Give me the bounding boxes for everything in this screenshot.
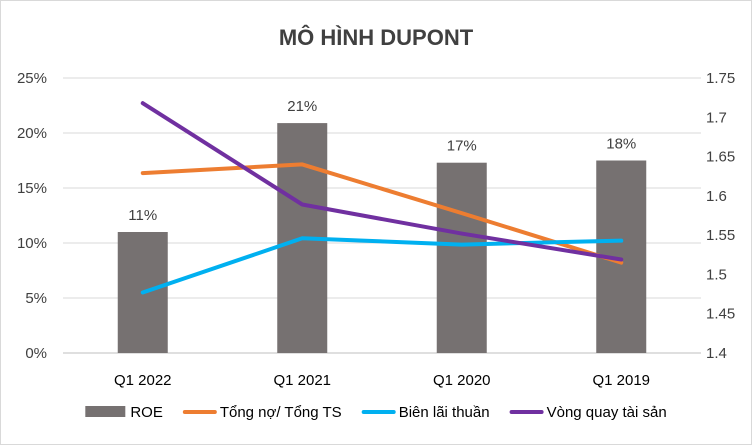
left-tick-label: 5%: [25, 290, 47, 307]
right-tick-label: 1.45: [706, 306, 735, 323]
category-label: Q1 2021: [273, 372, 331, 389]
legend-label-vong-quay-tai-san: Vòng quay tài sản: [547, 404, 667, 421]
right-axis-ticks: 1.4 1.45 1.5 1.55 1.6 1.65 1.7 1.75: [706, 70, 735, 362]
right-tick-label: 1.65: [706, 149, 735, 166]
roe-bar: [436, 162, 487, 353]
right-tick-label: 1.7: [706, 109, 727, 126]
roe-data-label: 21%: [287, 98, 317, 115]
category-label: Q1 2019: [592, 372, 650, 389]
line-series: [140, 101, 624, 295]
right-tick-label: 1.55: [706, 227, 735, 244]
roe-data-label: 11%: [128, 207, 157, 224]
chart-title: MÔ HÌNH DUPONT: [279, 25, 474, 50]
roe-bars: [117, 123, 647, 353]
legend: ROE Tổng nợ/ Tổng TS Biên lãi thuần Vòng qu…: [85, 404, 667, 421]
right-tick-label: 1.5: [706, 266, 727, 283]
category-labels: Q1 2022 Q1 2021 Q1 2020 Q1 2019: [114, 372, 650, 389]
right-tick-label: 1.4: [706, 345, 727, 362]
left-axis-ticks: 0% 5% 10% 15% 20% 25%: [17, 70, 47, 362]
left-tick-label: 10%: [17, 235, 47, 252]
bar-data-labels: 11% 21% 17% 18%: [128, 98, 636, 224]
roe-data-label: 17%: [447, 138, 477, 155]
legend-marker-roe: [85, 406, 126, 417]
right-tick-label: 1.75: [706, 70, 735, 87]
left-tick-label: 0%: [25, 345, 47, 362]
left-tick-label: 15%: [17, 180, 47, 197]
bien-lai-thuan-line: [140, 236, 624, 295]
left-tick-label: 25%: [17, 70, 47, 87]
tong-no-tong-ts-line: [140, 162, 624, 265]
category-label: Q1 2020: [433, 372, 491, 389]
legend-label-bien-lai-thuan: Biên lãi thuần: [399, 404, 490, 421]
legend-label-roe: ROE: [130, 404, 163, 421]
roe-data-label: 18%: [606, 136, 636, 153]
category-label: Q1 2022: [114, 372, 172, 389]
legend-label-tong-no-tong-ts: Tổng nợ/ Tổng TS: [220, 404, 342, 421]
left-tick-label: 20%: [17, 125, 47, 142]
vong-quay-tai-san-line: [140, 101, 624, 262]
right-tick-label: 1.6: [706, 188, 727, 205]
